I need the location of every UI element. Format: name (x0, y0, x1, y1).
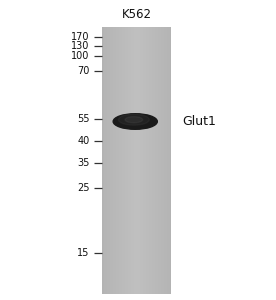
Ellipse shape (125, 117, 143, 123)
Text: Glut1: Glut1 (182, 115, 216, 128)
Text: 130: 130 (71, 40, 90, 51)
Text: 100: 100 (71, 51, 90, 61)
Text: K562: K562 (122, 8, 152, 21)
Ellipse shape (118, 114, 149, 125)
Text: 170: 170 (71, 32, 90, 42)
Text: 15: 15 (77, 248, 90, 258)
Text: 70: 70 (77, 65, 90, 76)
Text: 35: 35 (77, 158, 90, 168)
Text: 25: 25 (77, 183, 90, 194)
Text: 40: 40 (78, 136, 90, 146)
Text: 55: 55 (77, 114, 90, 124)
Ellipse shape (113, 114, 157, 129)
